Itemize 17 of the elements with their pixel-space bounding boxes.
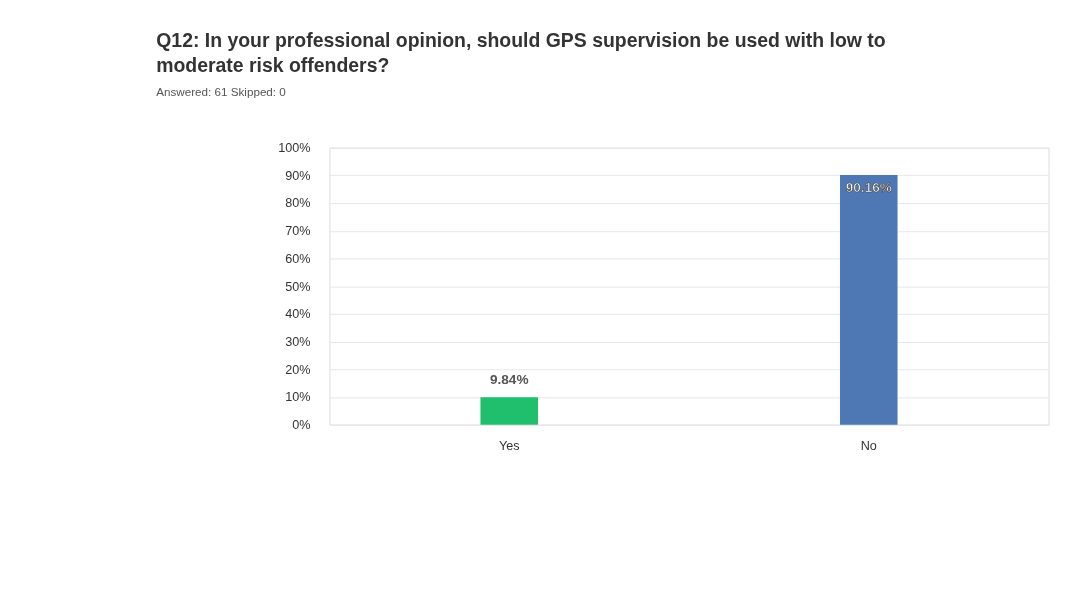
y-tick-label: 10% [285, 390, 311, 405]
y-tick-label: 60% [285, 251, 311, 266]
data-label: 90.16% [845, 180, 892, 196]
y-tick-label: 50% [285, 279, 311, 294]
y-tick-label: 80% [285, 196, 311, 211]
text: Answered: 61 Skipped: 0 [156, 85, 287, 99]
x-tick-label: Yes [498, 439, 520, 454]
chart-title: Q12: In your professional opinion, should GPS supervision be used with low to moderate risk offenders? [156, 28, 886, 76]
y-tick-label: 20% [285, 362, 311, 377]
y-tick-label: 100% [278, 141, 311, 156]
y-tick-label: 30% [285, 334, 311, 349]
y-tick-label: 70% [285, 224, 311, 239]
data-label: 9.84% [489, 371, 529, 387]
y-tick-label: 90% [285, 168, 311, 183]
x-tick-label: No [860, 439, 877, 454]
y-tick-label: 40% [285, 307, 311, 322]
y-tick-label: 0% [292, 418, 311, 432]
